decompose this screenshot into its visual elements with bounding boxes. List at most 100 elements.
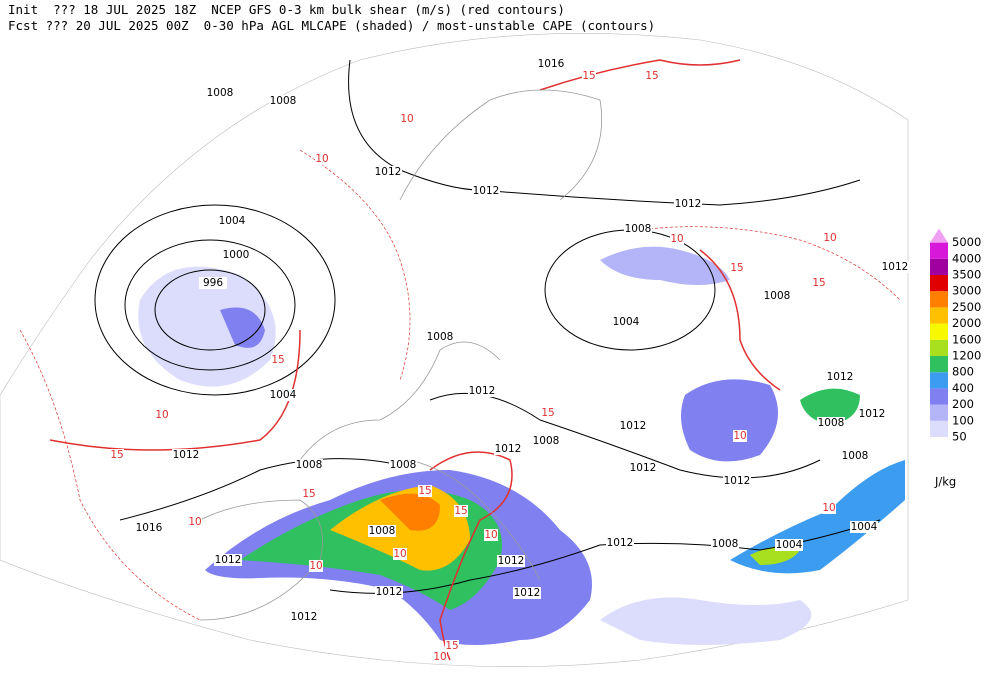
shear-label: 10 [155, 409, 168, 421]
shear-label-bg [309, 560, 323, 572]
isobar-label-bg [389, 459, 417, 471]
isobar-label: 996 [203, 277, 223, 289]
shear-label: 15 [645, 70, 658, 82]
isobar-label: 1012 [724, 475, 751, 487]
isobar-label: 1004 [776, 539, 803, 551]
isobar-label-bg [222, 249, 250, 261]
isobar-label: 1008 [270, 95, 297, 107]
isobar-label: 1008 [764, 290, 791, 302]
coastlines [199, 89, 603, 621]
isobar-label-bg [881, 261, 909, 273]
cape-area [800, 388, 860, 425]
isobar-label-bg [494, 443, 522, 455]
colorbar-triangle [930, 228, 948, 243]
isobar-label: 1012 [291, 611, 318, 623]
shear-label: 10 [433, 651, 446, 663]
cape-area [730, 460, 905, 574]
isobar-label-bg [206, 87, 234, 99]
colorbar-box [930, 323, 948, 340]
isobar-label: 1004 [613, 316, 640, 328]
cape-area [138, 266, 276, 387]
isobar-label: 1012 [827, 371, 854, 383]
isobar-label-bg [472, 185, 500, 197]
coastline [299, 341, 501, 461]
shear-label-bg [393, 548, 407, 560]
shear-label-bg [110, 449, 124, 461]
isobar-label-bg [468, 385, 496, 397]
isobar-label: 1008 [427, 331, 454, 343]
isobar-label: 1004 [270, 389, 297, 401]
colorbar-label: 50 [952, 430, 967, 444]
isobar-label-bg [269, 389, 297, 401]
colorbar-label: 3000 [952, 284, 981, 298]
cape-area [681, 379, 778, 462]
shear-label: 10 [393, 548, 406, 560]
shear-label-bg [730, 262, 744, 274]
isobar-label: 1008 [712, 538, 739, 550]
coastline [399, 89, 603, 201]
isobar-label: 1012 [882, 261, 909, 273]
shear-contour [539, 59, 741, 91]
isobar-label-bg [711, 538, 739, 550]
shear-label: 15 [302, 488, 315, 500]
shear-contours [49, 59, 781, 661]
isobar-label: 1004 [851, 521, 878, 533]
shear-label: 10 [315, 153, 328, 165]
isobar-label-bg [532, 435, 560, 447]
colorbar-label: 4000 [952, 251, 981, 265]
isobar-label-bg [295, 459, 323, 471]
isobar-label: 1016 [136, 522, 163, 534]
shear-label-bg [445, 640, 459, 652]
colorbar-box [930, 404, 948, 421]
colorbar-box [930, 420, 948, 437]
shear-label: 15 [730, 262, 743, 274]
shear-label-bg [822, 502, 836, 514]
isobar-label-bg [850, 521, 878, 533]
shear-label-bg [302, 488, 316, 500]
shear-label: 10 [822, 502, 835, 514]
shear-label: 10 [670, 233, 683, 245]
cape-area [600, 246, 730, 285]
isobar [124, 239, 296, 371]
shear-label: 10 [484, 529, 497, 541]
shear-label: 15 [812, 277, 825, 289]
shear-label-bg [400, 113, 414, 125]
isobar-label-bg [606, 537, 634, 549]
shear-label-bg [188, 516, 202, 528]
isobar-label-bg [723, 475, 751, 487]
isobar-label: 1008 [207, 87, 234, 99]
isobar-label: 1012 [173, 449, 200, 461]
isobar-label: 1008 [842, 450, 869, 462]
coastline [199, 499, 323, 621]
isobar-label-bg [841, 450, 869, 462]
isobar-label-bg [368, 525, 396, 537]
colorbar-box [930, 275, 948, 292]
colorbar-label: 100 [952, 413, 974, 427]
colorbar-box [930, 242, 948, 259]
shear-label-bg [418, 485, 432, 497]
isobar-label-bg [513, 587, 541, 599]
shear-label: 10 [309, 560, 322, 572]
isobar-label: 1012 [375, 166, 402, 178]
shear-label-bg [823, 232, 837, 244]
isobar-label: 1012 [495, 443, 522, 455]
shear-contour [429, 451, 513, 661]
isobar-label-bg [218, 215, 246, 227]
shear-label: 15 [582, 70, 595, 82]
isobar-label: 1012 [514, 587, 541, 599]
shear-label: 15 [271, 354, 284, 366]
isobar-label-bg [290, 611, 318, 623]
isobar-label-bg [858, 408, 886, 420]
isobar [348, 59, 861, 206]
isobar-label-bg [537, 58, 565, 70]
isobar-label-bg [497, 555, 525, 567]
isobar-label-bg [199, 277, 227, 289]
isobar-label-bg [172, 449, 200, 461]
cape-area [600, 597, 812, 645]
colorbar-label: 2000 [952, 316, 981, 330]
isobar [154, 269, 266, 351]
isobar-label: 1008 [818, 417, 845, 429]
isobars [94, 59, 881, 594]
shear-contours-dashed [19, 149, 901, 621]
